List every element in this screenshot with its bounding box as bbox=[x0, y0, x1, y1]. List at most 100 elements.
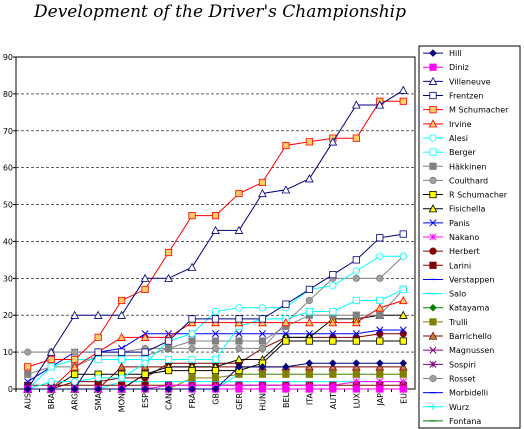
data-point bbox=[329, 385, 337, 393]
y-tick-label: 50 bbox=[3, 201, 13, 210]
data-point bbox=[282, 141, 290, 150]
data-point bbox=[329, 282, 337, 290]
legend-marker bbox=[429, 190, 437, 199]
data-point bbox=[94, 355, 102, 364]
data-point bbox=[164, 337, 173, 345]
data-point bbox=[329, 271, 337, 279]
data-point bbox=[93, 310, 103, 319]
data-point bbox=[234, 225, 244, 234]
legend-label: R Schumacher bbox=[449, 191, 508, 200]
data-point bbox=[46, 347, 56, 356]
data-point bbox=[376, 378, 384, 386]
legend-marker bbox=[429, 134, 437, 142]
data-point bbox=[188, 385, 196, 393]
legend-marker bbox=[429, 162, 437, 170]
data-point bbox=[305, 307, 313, 316]
legend-item: Salo bbox=[423, 290, 466, 299]
data-point bbox=[188, 315, 196, 323]
legend-item: Fisichella bbox=[423, 204, 485, 214]
legend-marker bbox=[429, 148, 437, 156]
y-tick-label: 60 bbox=[3, 164, 13, 173]
data-point bbox=[376, 330, 384, 338]
data-point bbox=[305, 359, 314, 367]
legend-item: Morbidelli bbox=[423, 389, 488, 398]
series-villeneuve bbox=[23, 85, 408, 393]
data-point bbox=[399, 326, 407, 334]
data-point bbox=[94, 374, 102, 382]
legend-item: Häkkinen bbox=[423, 162, 486, 171]
data-point bbox=[352, 311, 360, 319]
data-point bbox=[376, 274, 384, 282]
data-point bbox=[71, 355, 79, 364]
data-point bbox=[164, 366, 173, 375]
legend-marker bbox=[429, 219, 437, 227]
data-point bbox=[211, 315, 220, 323]
data-point bbox=[188, 374, 196, 382]
data-point bbox=[282, 370, 290, 378]
series-berger bbox=[24, 285, 407, 393]
x-tick-label: BRA bbox=[47, 392, 56, 409]
data-point bbox=[235, 344, 243, 353]
data-point bbox=[352, 330, 360, 338]
data-point bbox=[329, 330, 337, 338]
data-point bbox=[118, 355, 126, 364]
data-point bbox=[188, 355, 196, 364]
legend-label: Frentzen bbox=[449, 92, 483, 101]
data-point bbox=[399, 370, 407, 378]
legend-marker bbox=[429, 49, 437, 57]
data-point bbox=[235, 315, 243, 323]
data-point bbox=[141, 370, 149, 378]
data-point bbox=[398, 295, 408, 305]
data-point bbox=[211, 212, 220, 220]
legend-marker bbox=[429, 303, 437, 312]
data-point bbox=[118, 296, 126, 305]
data-point bbox=[47, 378, 55, 386]
x-tick-label: LUX bbox=[352, 392, 361, 408]
legend-item: Magnussen bbox=[423, 346, 494, 355]
data-point bbox=[211, 225, 220, 234]
data-point bbox=[375, 100, 385, 109]
data-point bbox=[258, 188, 267, 198]
data-point bbox=[235, 363, 243, 371]
data-point bbox=[235, 337, 243, 345]
legend-marker bbox=[429, 261, 437, 269]
data-point bbox=[282, 300, 290, 308]
data-point bbox=[399, 230, 407, 238]
legend-label: Nakano bbox=[449, 233, 479, 242]
data-point bbox=[352, 359, 361, 367]
data-point bbox=[375, 303, 385, 312]
legend-label: Larini bbox=[449, 261, 471, 270]
legend-item: Villeneuve bbox=[423, 76, 491, 86]
data-point bbox=[258, 304, 267, 312]
data-point bbox=[258, 330, 266, 338]
data-point bbox=[399, 252, 407, 260]
x-tick-label: HUN bbox=[258, 393, 267, 411]
legend-label: Katayama bbox=[449, 304, 489, 313]
data-point bbox=[188, 212, 196, 220]
data-point bbox=[211, 344, 220, 353]
data-point bbox=[399, 385, 407, 393]
legend-item: Barrichello bbox=[423, 331, 492, 341]
legend-item: Frentzen bbox=[423, 92, 483, 101]
legend-label: Trulli bbox=[448, 318, 468, 327]
data-point bbox=[70, 362, 80, 371]
legend-marker bbox=[429, 403, 437, 410]
series-m-schumacher bbox=[24, 97, 407, 371]
data-point bbox=[164, 385, 173, 393]
data-point bbox=[258, 385, 267, 393]
data-point bbox=[188, 337, 196, 345]
data-point bbox=[399, 359, 408, 367]
data-point bbox=[211, 355, 220, 364]
legend-marker bbox=[429, 233, 437, 241]
data-point bbox=[258, 363, 267, 371]
data-point bbox=[211, 337, 220, 345]
data-point bbox=[94, 348, 102, 356]
data-point bbox=[24, 363, 32, 371]
data-point bbox=[47, 385, 55, 393]
y-tick-label: 90 bbox=[3, 53, 13, 62]
legend-marker bbox=[429, 91, 437, 100]
legend-item: Katayama bbox=[423, 304, 489, 313]
x-tick-label: GER bbox=[235, 393, 244, 410]
data-point bbox=[117, 362, 126, 371]
x-tick-label: AUS bbox=[24, 393, 33, 409]
